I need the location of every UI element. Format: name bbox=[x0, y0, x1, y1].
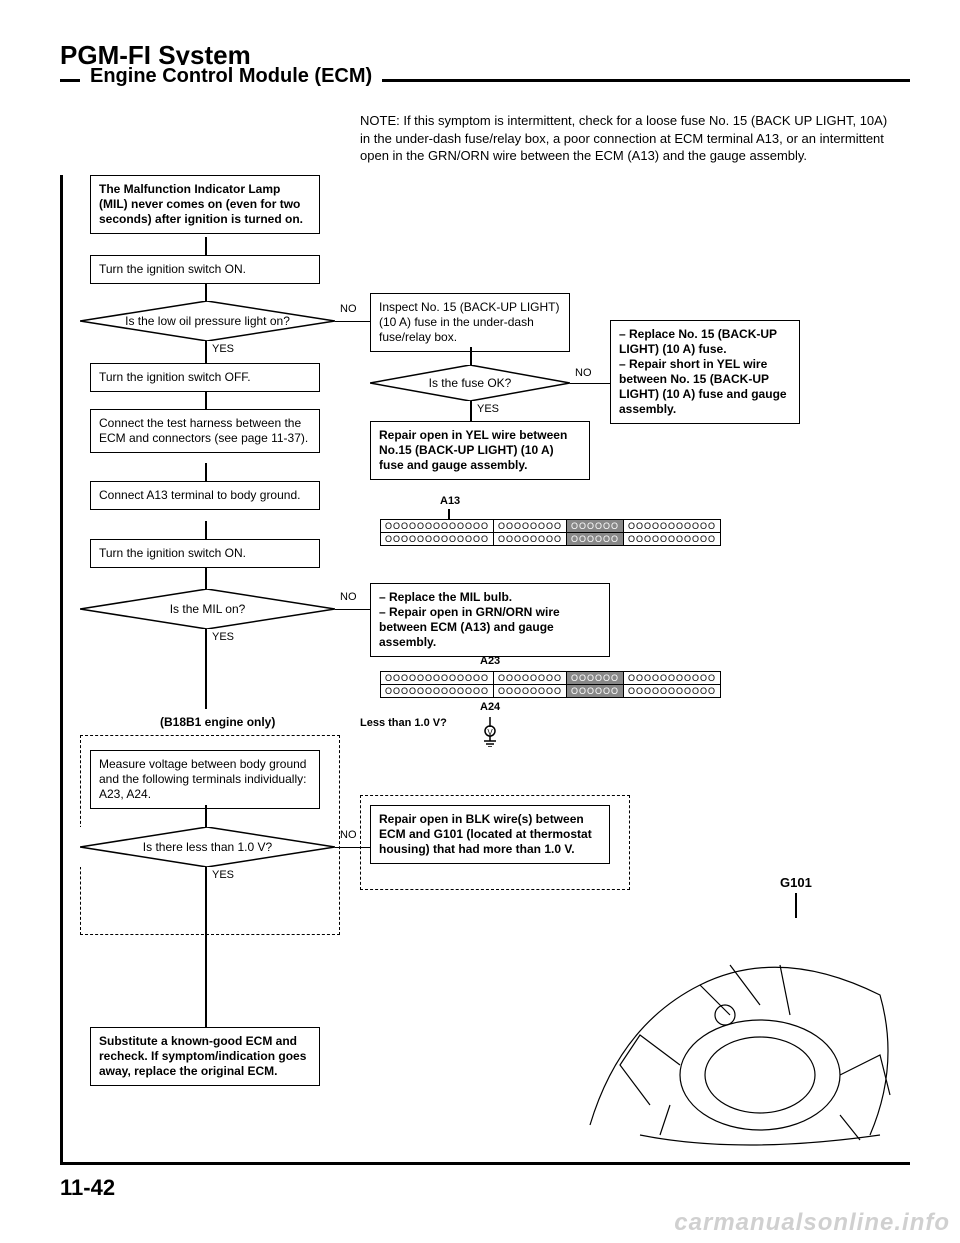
step-ignition-off: Turn the ignition switch OFF. bbox=[90, 363, 320, 392]
a13-label: A13 bbox=[440, 495, 460, 507]
connector-row-a13-top: OOOOOOOOOOOOO OOOOOOOO OOOOOO OOOOOOOOOO… bbox=[380, 519, 721, 533]
connector-line bbox=[205, 341, 207, 363]
engine-illustration bbox=[580, 925, 900, 1155]
connector-line bbox=[205, 237, 207, 255]
step-measure-voltage: Measure voltage between body ground and … bbox=[90, 750, 320, 809]
watermark: carmanualsonline.info bbox=[674, 1209, 950, 1237]
connector-line bbox=[335, 847, 370, 849]
connector-line bbox=[205, 567, 207, 589]
ground-symbol-icon: V bbox=[480, 717, 500, 747]
yes-label: YES bbox=[212, 631, 234, 643]
result-replace-mil: – Replace the MIL bulb. – Repair open in… bbox=[370, 583, 610, 657]
svg-text:V: V bbox=[487, 728, 493, 737]
flowchart: The Malfunction Indicator Lamp (MIL) nev… bbox=[80, 175, 900, 1155]
engine-only-label: (B18B1 engine only) bbox=[160, 715, 275, 729]
connector-line bbox=[448, 509, 450, 519]
section-label: Engine Control Module (ECM) bbox=[80, 65, 382, 88]
step-test-harness: Connect the test harness between the ECM… bbox=[90, 409, 320, 453]
connector-row-a23-top: OOOOOOOOOOOOO OOOOOOOO OOOOOO OOOOOOOOOO… bbox=[380, 671, 721, 685]
connector-line bbox=[205, 629, 207, 709]
no-label: NO bbox=[340, 591, 357, 603]
no-label: NO bbox=[340, 303, 357, 315]
connector-line bbox=[470, 401, 472, 421]
connector-line bbox=[205, 805, 207, 827]
decision-oil-light: Is the low oil pressure light on? bbox=[80, 301, 335, 341]
note-text: NOTE: If this symptom is intermittent, c… bbox=[360, 112, 900, 165]
connector-line bbox=[570, 383, 610, 385]
connector-line bbox=[795, 893, 797, 918]
result-repair-blk: Repair open in BLK wire(s) between ECM a… bbox=[370, 805, 610, 864]
frame-left bbox=[60, 175, 63, 1165]
yes-label: YES bbox=[212, 343, 234, 355]
connector-row-a13-bot: OOOOOOOOOOOOO OOOOOOOO OOOOOO OOOOOOOOOO… bbox=[380, 533, 721, 546]
step-a13-ground: Connect A13 terminal to body ground. bbox=[90, 481, 320, 510]
decision-less-than-1v: Is there less than 1.0 V? bbox=[80, 827, 335, 867]
less-than-label: Less than 1.0 V? bbox=[360, 717, 447, 729]
no-label: NO bbox=[575, 367, 592, 379]
page: PGM-FI System Engine Control Module (ECM… bbox=[0, 0, 960, 1221]
connector-line bbox=[470, 347, 472, 365]
frame-bottom bbox=[60, 1162, 910, 1165]
connector-line bbox=[335, 609, 370, 611]
decision-fuse-ok: Is the fuse OK? bbox=[370, 365, 570, 401]
no-label: NO bbox=[340, 829, 357, 841]
connector-line bbox=[205, 867, 207, 1027]
connector-line bbox=[205, 463, 207, 481]
yes-label: YES bbox=[212, 869, 234, 881]
step-inspect-fuse: Inspect No. 15 (BACK-UP LIGHT) (10 A) fu… bbox=[370, 293, 570, 352]
result-repair-yel: Repair open in YEL wire between No.15 (B… bbox=[370, 421, 590, 480]
result-replace-fuse: – Replace No. 15 (BACK-UP LIGHT) (10 A) … bbox=[610, 320, 800, 424]
connector-line bbox=[335, 321, 370, 323]
step-substitute-ecm: Substitute a known-good ECM and recheck.… bbox=[90, 1027, 320, 1086]
section-frame: Engine Control Module (ECM) NOTE: If thi… bbox=[60, 79, 910, 1165]
page-number: 11-42 bbox=[60, 1175, 910, 1201]
a24-label: A24 bbox=[480, 701, 500, 713]
g101-label: G101 bbox=[780, 875, 812, 890]
connector-row-a23-bot: OOOOOOOOOOOOO OOOOOOOO OOOOOO OOOOOOOOOO… bbox=[380, 685, 721, 698]
start-box: The Malfunction Indicator Lamp (MIL) nev… bbox=[90, 175, 320, 234]
yes-label: YES bbox=[477, 403, 499, 415]
decision-mil-on: Is the MIL on? bbox=[80, 589, 335, 629]
a23-label: A23 bbox=[480, 655, 500, 667]
step-ignition-on: Turn the ignition switch ON. bbox=[90, 255, 320, 284]
step-ignition-on-2: Turn the ignition switch ON. bbox=[90, 539, 320, 568]
connector-line bbox=[205, 391, 207, 409]
connector-line bbox=[205, 283, 207, 301]
connector-line bbox=[205, 521, 207, 539]
